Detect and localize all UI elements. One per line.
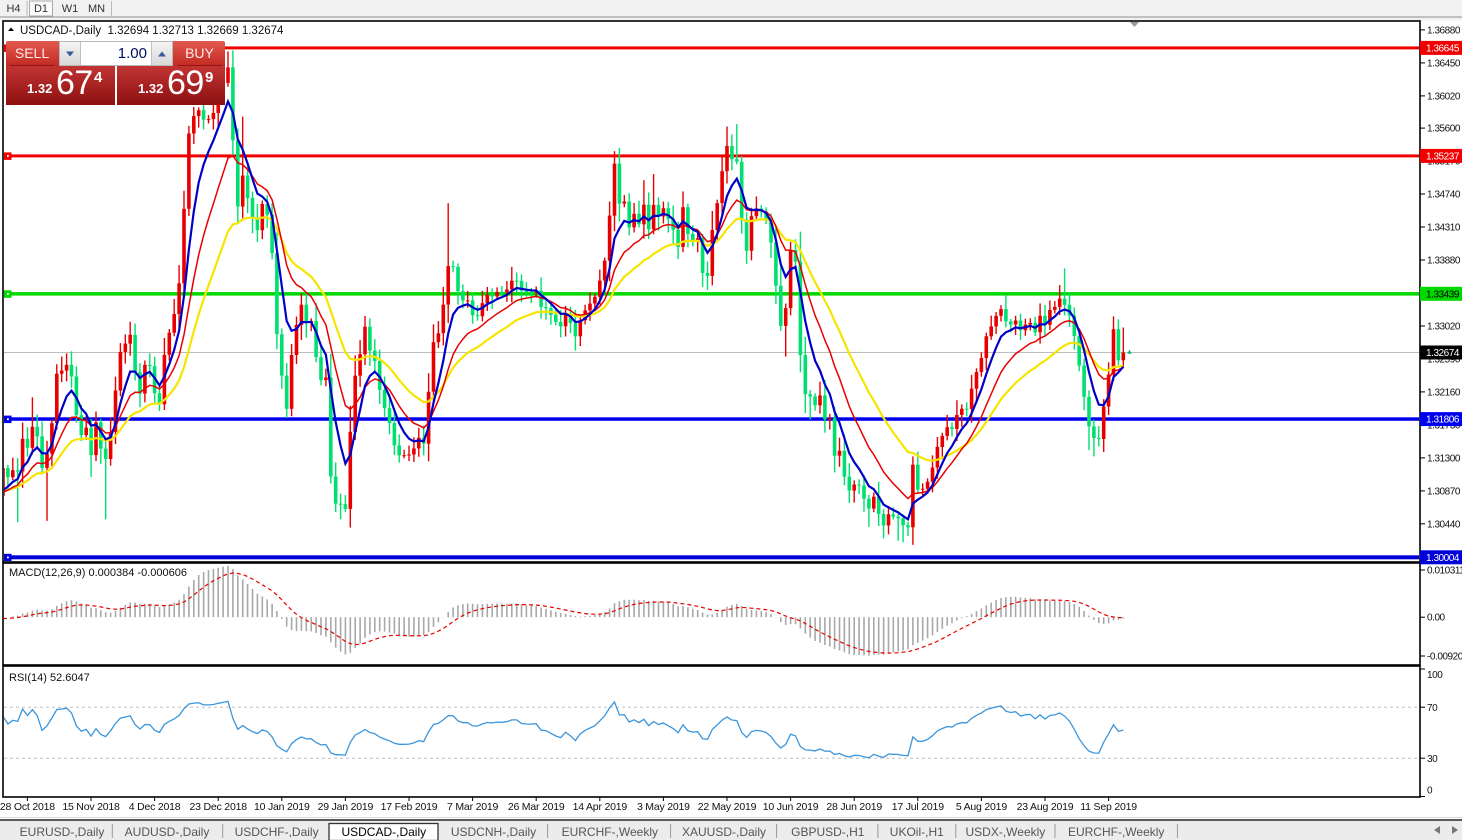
svg-text:29 Jan 2019: 29 Jan 2019 xyxy=(318,801,374,813)
svg-text:1.36880: 1.36880 xyxy=(1427,25,1461,36)
svg-text:5 Aug 2019: 5 Aug 2019 xyxy=(956,801,1007,813)
svg-text:EURCHF-,Weekly: EURCHF-,Weekly xyxy=(562,825,658,839)
svg-text:100: 100 xyxy=(1427,670,1443,681)
svg-text:MN: MN xyxy=(88,3,105,15)
svg-text:23 Aug 2019: 23 Aug 2019 xyxy=(1017,801,1074,813)
svg-text:1.35600: 1.35600 xyxy=(1427,124,1461,135)
svg-text:W1: W1 xyxy=(62,3,79,15)
svg-text:GBPUSD-,H1: GBPUSD-,H1 xyxy=(791,825,865,839)
svg-text:1.35237: 1.35237 xyxy=(1426,151,1460,162)
svg-text:17 Feb 2019: 17 Feb 2019 xyxy=(381,801,438,813)
svg-text:1.34740: 1.34740 xyxy=(1427,190,1461,201)
svg-text:1.36020: 1.36020 xyxy=(1427,91,1461,102)
svg-text:17 Jul 2019: 17 Jul 2019 xyxy=(892,801,944,813)
svg-text:EURUSD-,Daily: EURUSD-,Daily xyxy=(20,825,105,839)
svg-text:7 Mar 2019: 7 Mar 2019 xyxy=(447,801,498,813)
svg-text:1.32590: 1.32590 xyxy=(1427,354,1461,365)
svg-text:26 Mar 2019: 26 Mar 2019 xyxy=(508,801,565,813)
svg-text:14 Apr 2019: 14 Apr 2019 xyxy=(573,801,628,813)
svg-text:USDX-,Weekly: USDX-,Weekly xyxy=(966,825,1046,839)
svg-text:-0.009203: -0.009203 xyxy=(1427,652,1462,663)
svg-text:MACD(12,26,9) 0.000384 -0.0006: MACD(12,26,9) 0.000384 -0.000606 xyxy=(9,567,187,579)
svg-text:23 Dec 2018: 23 Dec 2018 xyxy=(190,801,248,813)
svg-text:30: 30 xyxy=(1427,754,1438,765)
svg-text:EURCHF-,Weekly: EURCHF-,Weekly xyxy=(1068,825,1164,839)
svg-text:11 Sep 2019: 11 Sep 2019 xyxy=(1080,801,1137,813)
svg-text:USDCHF-,Daily: USDCHF-,Daily xyxy=(235,825,319,839)
svg-text:10 Jan 2019: 10 Jan 2019 xyxy=(254,801,310,813)
svg-text:1.36450: 1.36450 xyxy=(1427,58,1461,69)
svg-text:1.30870: 1.30870 xyxy=(1427,486,1461,497)
svg-text:D1: D1 xyxy=(34,3,48,15)
svg-text:1.30440: 1.30440 xyxy=(1427,519,1461,530)
svg-text:1.30004: 1.30004 xyxy=(1426,553,1460,564)
svg-text:3 May 2019: 3 May 2019 xyxy=(637,801,690,813)
svg-text:RSI(14) 52.6047: RSI(14) 52.6047 xyxy=(9,672,90,684)
svg-text:1.33439: 1.33439 xyxy=(1426,289,1460,300)
svg-text:15 Nov 2018: 15 Nov 2018 xyxy=(62,801,120,813)
svg-text:28 Oct 2018: 28 Oct 2018 xyxy=(0,801,55,813)
svg-text:AUDUSD-,Daily: AUDUSD-,Daily xyxy=(125,825,210,839)
svg-text:4 Dec 2018: 4 Dec 2018 xyxy=(129,801,181,813)
svg-text:USDCAD-,Daily 1.32694 1.32713: USDCAD-,Daily 1.32694 1.32713 1.32669 1.… xyxy=(20,25,284,37)
svg-text:28 Jun 2019: 28 Jun 2019 xyxy=(826,801,882,813)
svg-text:1.31300: 1.31300 xyxy=(1427,453,1461,464)
svg-text:USDCNH-,Daily: USDCNH-,Daily xyxy=(451,825,536,839)
svg-text:1.31806: 1.31806 xyxy=(1426,415,1460,426)
svg-text:1.32160: 1.32160 xyxy=(1427,387,1461,398)
svg-text:0.010311: 0.010311 xyxy=(1427,566,1462,577)
svg-text:70: 70 xyxy=(1427,703,1438,714)
svg-text:1.33020: 1.33020 xyxy=(1427,322,1461,333)
svg-text:0: 0 xyxy=(1427,786,1433,797)
svg-text:H4: H4 xyxy=(6,3,20,15)
svg-text:10 Jun 2019: 10 Jun 2019 xyxy=(763,801,819,813)
svg-text:22 May 2019: 22 May 2019 xyxy=(698,801,757,813)
svg-text:USDCAD-,Daily: USDCAD-,Daily xyxy=(341,825,426,839)
svg-text:1.33880: 1.33880 xyxy=(1427,256,1461,267)
svg-text:1.36645: 1.36645 xyxy=(1426,43,1460,54)
svg-text:0.00: 0.00 xyxy=(1427,613,1446,624)
svg-text:1.34310: 1.34310 xyxy=(1427,223,1461,234)
svg-text:UKOil-,H1: UKOil-,H1 xyxy=(890,825,944,839)
svg-text:XAUUSD-,Daily: XAUUSD-,Daily xyxy=(682,825,766,839)
svg-text:1.32674: 1.32674 xyxy=(1426,348,1460,359)
